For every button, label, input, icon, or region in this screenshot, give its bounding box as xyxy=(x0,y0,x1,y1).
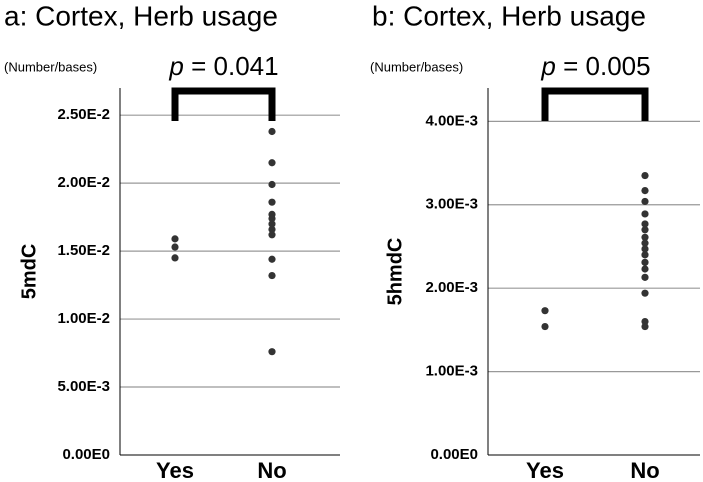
data-point xyxy=(171,235,179,243)
panel-title: a: Cortex, Herb usage xyxy=(4,0,278,31)
y-tick-label: 1.00E-3 xyxy=(425,363,478,380)
data-point xyxy=(268,214,276,223)
y-axis-label: 5mdC xyxy=(18,244,40,300)
x-tick-label: Yes xyxy=(526,458,564,482)
p-text: = 0.041 xyxy=(191,51,278,81)
y-tick-label: 1.00E-2 xyxy=(57,310,110,327)
data-point xyxy=(641,171,649,180)
y-axis-label: 5hmdC xyxy=(384,238,406,306)
data-point xyxy=(268,255,276,263)
data-point xyxy=(541,322,549,331)
data-point xyxy=(641,239,649,247)
data-point xyxy=(641,186,649,195)
data-point xyxy=(268,225,276,233)
data-point xyxy=(171,243,179,251)
data-point xyxy=(268,198,276,206)
data-point xyxy=(268,348,276,356)
panel-title: b: Cortex, Herb usage xyxy=(372,0,646,31)
unit-label: (Number/bases) xyxy=(4,59,97,74)
p-text: = 0.005 xyxy=(563,51,650,81)
significance-bracket xyxy=(171,87,276,121)
y-tick-label: 0.00E0 xyxy=(430,446,478,463)
data-point xyxy=(641,317,649,326)
p-symbol: p xyxy=(540,51,555,81)
data-point xyxy=(268,231,276,239)
data-point xyxy=(641,258,649,266)
data-point xyxy=(641,289,649,297)
y-tick-label: 5.00E-3 xyxy=(57,378,110,395)
data-point xyxy=(641,322,649,331)
data-point xyxy=(268,271,276,280)
significance-bracket xyxy=(541,87,649,121)
data-point xyxy=(641,220,649,228)
x-tick-label: No xyxy=(257,458,286,482)
data-point xyxy=(641,245,649,253)
y-tick-label: 1.50E-2 xyxy=(57,242,110,259)
data-point xyxy=(268,159,276,167)
y-tick-label: 2.00E-3 xyxy=(425,279,478,296)
data-point xyxy=(268,127,276,136)
y-tick-label: 4.00E-3 xyxy=(425,112,478,129)
p-value: p = 0.041 xyxy=(168,51,278,81)
y-tick-label: 0.00E0 xyxy=(62,446,110,463)
x-tick-label: No xyxy=(630,458,659,482)
data-point xyxy=(641,273,649,281)
unit-label: (Number/bases) xyxy=(370,59,463,74)
data-point xyxy=(268,220,276,228)
data-point xyxy=(641,233,649,241)
y-tick-label: 3.00E-3 xyxy=(425,196,478,213)
data-point xyxy=(541,307,549,315)
p-symbol: p xyxy=(168,51,183,81)
y-tick-label: 2.50E-2 xyxy=(57,106,110,123)
y-tick-label: 2.00E-2 xyxy=(57,174,110,191)
data-point xyxy=(641,265,649,273)
x-tick-label: Yes xyxy=(156,458,194,482)
data-point xyxy=(171,254,179,262)
data-point xyxy=(641,197,649,206)
data-point xyxy=(641,226,649,234)
data-point xyxy=(641,210,649,218)
data-point xyxy=(268,180,276,189)
data-point xyxy=(641,251,649,259)
p-value: p = 0.005 xyxy=(540,51,650,81)
